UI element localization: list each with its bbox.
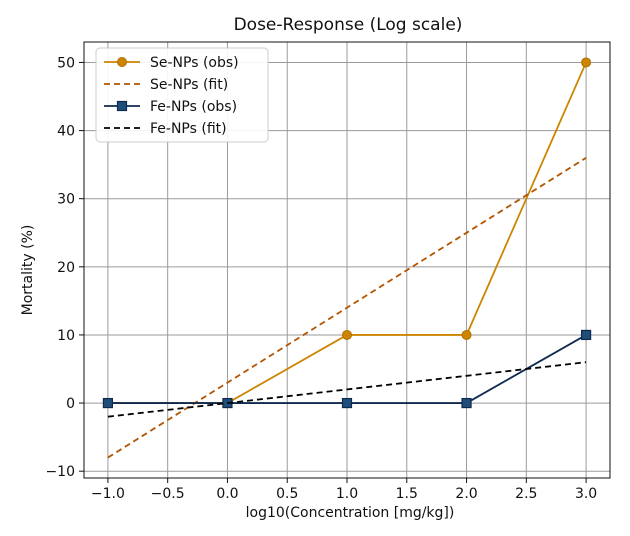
legend-box xyxy=(95,47,269,143)
series-fe-nps-fit xyxy=(107,361,587,418)
data-point xyxy=(581,57,592,68)
y-axis-label: Mortality (%) xyxy=(20,225,36,316)
data-point xyxy=(342,329,352,340)
x-tick-label: 1.5 xyxy=(396,486,418,502)
x-axis-label: log10(Concentration [mg/kg]) xyxy=(246,505,455,521)
y-tick-label: 0 xyxy=(66,396,75,412)
legend-label: Se-NPs (fit) xyxy=(150,77,228,93)
y-tick-label: 10 xyxy=(57,328,75,344)
x-tick-label: 0.5 xyxy=(276,486,298,502)
legend: Se-NPs (obs) Se-NPs (fit) Fe-NPs (obs) Fe-N… xyxy=(95,47,269,143)
chart-title: Dose-Response (Log scale) xyxy=(234,15,463,35)
data-point xyxy=(461,329,472,340)
legend-label: Fe-NPs (fit) xyxy=(150,121,227,137)
y-tick-label: 50 xyxy=(57,55,75,71)
y-tick-label: 20 xyxy=(57,260,75,276)
legend-label: Fe-NPs (obs) xyxy=(150,99,237,115)
data-point xyxy=(102,397,114,409)
axis-ticks: −1.0 −0.5 0.0 0.5 1.0 1.5 2.0 2.5 3.0 −10 0 10 20 30 4… xyxy=(45,55,597,502)
x-tick-label: 0.0 xyxy=(216,486,238,502)
x-tick-label: 1.0 xyxy=(336,486,358,502)
legend-swatch-marker xyxy=(116,100,128,112)
legend-swatch-marker xyxy=(117,57,127,67)
data-point xyxy=(580,329,592,341)
x-tick-label: −1.0 xyxy=(91,486,125,502)
x-tick-label: −0.5 xyxy=(151,486,185,502)
series-line xyxy=(107,361,587,418)
x-tick-label: 2.5 xyxy=(515,486,537,502)
data-point xyxy=(461,397,472,409)
series-layer xyxy=(102,57,592,459)
y-tick-label: 40 xyxy=(57,124,75,140)
y-tick-label: 30 xyxy=(57,192,75,208)
x-tick-label: 3.0 xyxy=(575,486,597,502)
data-point xyxy=(341,397,353,409)
legend-label: Se-NPs (obs) xyxy=(150,55,239,71)
y-tick-label: −10 xyxy=(45,464,75,480)
x-tick-label: 2.0 xyxy=(455,486,477,502)
